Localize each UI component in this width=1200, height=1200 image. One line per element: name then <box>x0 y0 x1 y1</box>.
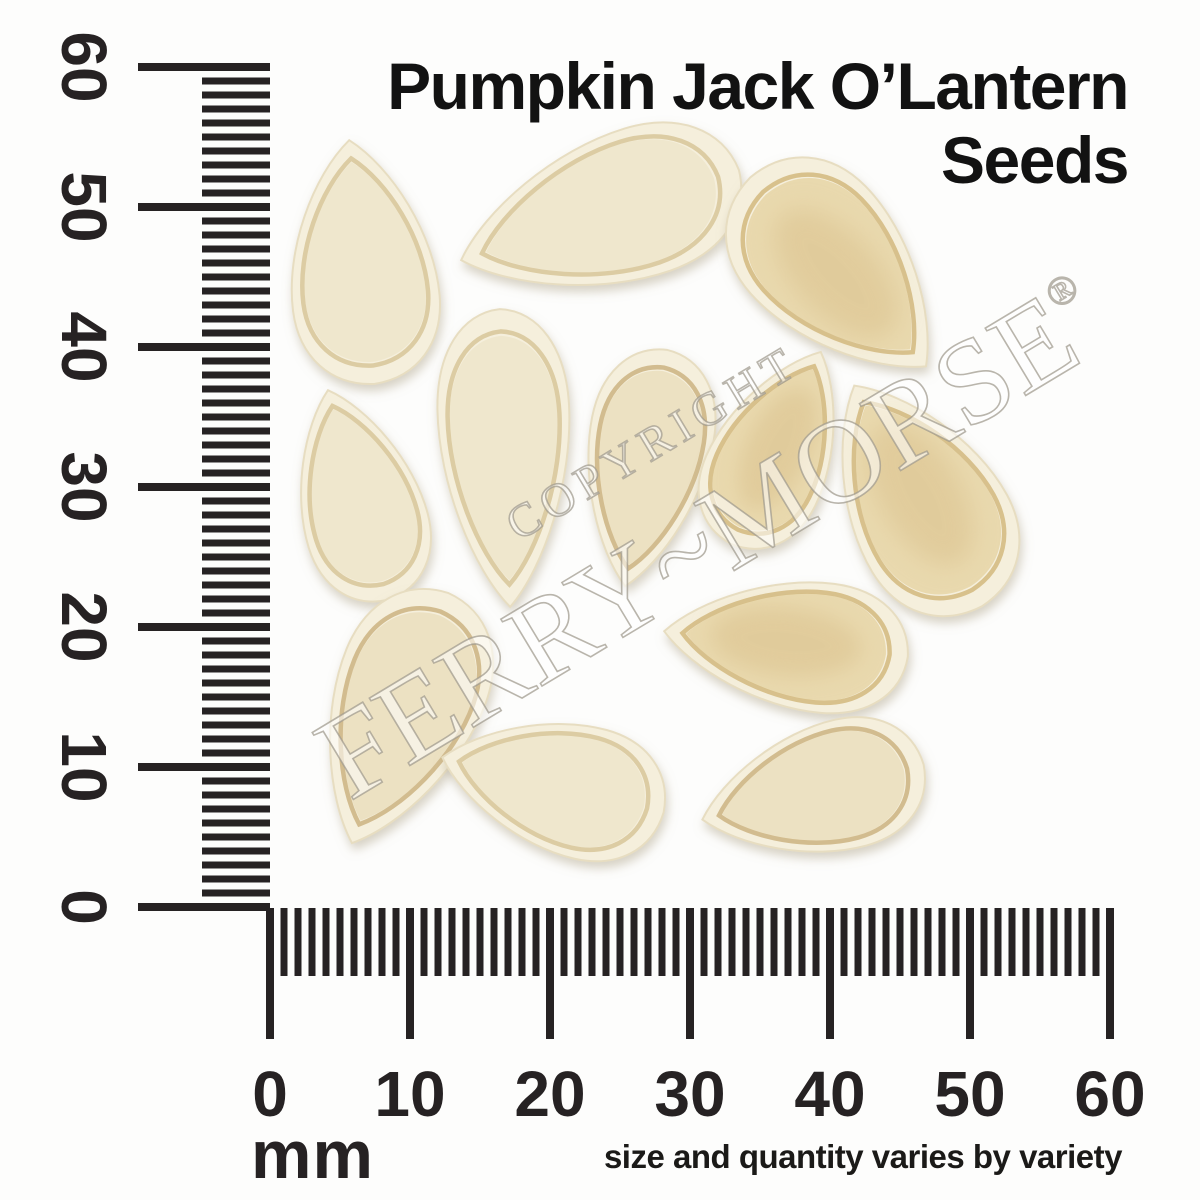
seed-mottle <box>867 423 974 567</box>
h-ruler-label: 20 <box>514 1058 585 1130</box>
seed-rim-line <box>445 329 566 586</box>
pumpkin-seed <box>687 701 940 882</box>
seed-rim-line <box>445 707 660 863</box>
pumpkin-seed-shape <box>426 693 679 877</box>
seeds-layer <box>268 99 1049 883</box>
pumpkin-seed-shape <box>438 99 762 331</box>
seed-mottle <box>773 208 899 339</box>
seed-rim-line <box>289 152 435 372</box>
pumpkin-seed <box>276 132 448 391</box>
ruler-labels: 0 0 10 10 20 20 30 30 40 40 50 50 60 60 <box>48 31 1146 1130</box>
h-ruler-label: 0 <box>252 1058 288 1130</box>
pumpkin-seed-shape <box>657 567 914 722</box>
v-ruler-label: 50 <box>48 171 120 242</box>
pumpkin-seed <box>693 124 984 420</box>
pumpkin-seed-shape <box>564 339 728 597</box>
pumpkin-seed <box>434 307 576 609</box>
seed-interior <box>486 139 716 273</box>
seed-interior <box>311 409 418 583</box>
pumpkin-seed-shape <box>268 373 447 617</box>
v-ruler-label: 40 <box>48 311 120 382</box>
seed-interior <box>304 162 426 362</box>
pumpkin-seed <box>787 347 1049 646</box>
seed-rim-line <box>706 715 921 869</box>
pumpkin-seed-shape <box>677 327 875 570</box>
pumpkin-seed <box>564 339 728 597</box>
seed-rim-line <box>576 358 715 577</box>
pumpkin-seed-shape <box>282 566 518 870</box>
h-ruler-label: 60 <box>1074 1058 1145 1130</box>
v-ruler-label: 30 <box>48 451 120 522</box>
h-ruler-label: 10 <box>374 1058 445 1130</box>
seed-rim-line <box>714 146 961 398</box>
v-ruler-label: 60 <box>48 31 120 102</box>
h-ruler-label: 30 <box>654 1058 725 1130</box>
pumpkin-seed <box>677 327 875 570</box>
seed-interior <box>462 735 645 848</box>
seed-interior <box>449 335 558 581</box>
pumpkin-seed <box>426 693 679 877</box>
h-ruler-label: 50 <box>934 1058 1005 1130</box>
pumpkin-seed-shape <box>787 347 1049 646</box>
h-ruler-label: 40 <box>794 1058 865 1130</box>
seed-interior <box>722 730 905 841</box>
seed-rim-line <box>282 391 434 598</box>
seed-rim-line <box>807 369 1030 623</box>
ruler-unit-label: mm <box>251 1117 374 1193</box>
page-title: Pumpkin Jack O’Lantern Seeds <box>387 49 1129 198</box>
seed-rim-line <box>462 116 737 313</box>
footnote-text: size and quantity varies by variety <box>603 1138 1123 1175</box>
seed-interior <box>342 612 477 821</box>
seed-mottle <box>738 387 818 510</box>
ruler-ticks <box>138 63 1114 1039</box>
pumpkin-seed-shape <box>687 701 940 882</box>
v-ruler-label: 0 <box>48 889 120 925</box>
pumpkin-seed <box>282 566 518 870</box>
seed-rim-line <box>677 578 896 709</box>
v-ruler-label: 20 <box>48 591 120 662</box>
pumpkin-seed <box>268 373 447 617</box>
seed-interior <box>598 370 703 565</box>
title-line-2: Seeds <box>941 122 1129 197</box>
pumpkin-seed-shape <box>693 124 984 420</box>
v-ruler-label: 10 <box>48 731 120 802</box>
seed-rim-line <box>692 345 861 551</box>
pumpkin-seed-shape <box>276 132 448 391</box>
pumpkin-seed <box>657 567 914 722</box>
pumpkin-seed <box>438 99 762 331</box>
seed-rim-line <box>300 589 500 847</box>
title-line-1: Pumpkin Jack O’Lantern <box>387 49 1129 123</box>
seed-mottle <box>710 606 862 677</box>
ruler: 0 0 10 10 20 20 30 30 40 40 50 50 60 60 <box>48 31 1146 1130</box>
pumpkin-seed-shape <box>434 307 576 609</box>
